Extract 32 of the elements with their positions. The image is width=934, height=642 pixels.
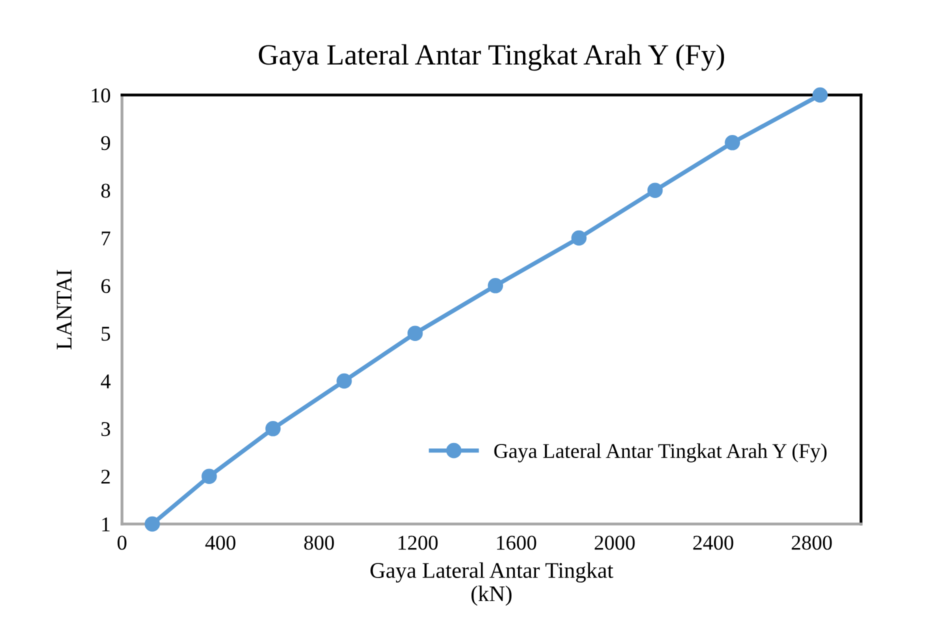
x-tick-label: 2000	[594, 536, 635, 550]
x-tick-label: 1200	[398, 536, 438, 550]
y-tick-label: 7	[102, 232, 110, 246]
y-tick-label: 10	[92, 88, 110, 102]
y-tick-label: 4	[100, 374, 111, 388]
point	[488, 278, 504, 294]
point	[336, 373, 352, 389]
x-tick-label: 2800	[792, 536, 832, 550]
x-tick-label: 400	[205, 536, 236, 550]
point	[144, 516, 160, 532]
y-tick-label: 6	[101, 279, 110, 294]
y-axis-title: LANTAI	[56, 270, 72, 350]
point	[202, 468, 217, 484]
y-tick-label: 9	[101, 136, 110, 150]
point	[812, 87, 828, 103]
x-tick-label: 2400	[693, 536, 734, 550]
y-tick-label: 3	[101, 422, 110, 436]
x-tick-label: 800	[304, 536, 334, 550]
point	[647, 182, 663, 198]
y-tick-label: 5	[102, 326, 110, 341]
x-tick-label: 0	[118, 536, 126, 550]
point	[265, 421, 281, 436]
point	[407, 326, 423, 341]
legend-label: Gaya Lateral Antar Tingkat Arah Y (Fy)	[494, 443, 827, 462]
y-tick-label: 8	[101, 184, 110, 198]
x-tick-label: 1600	[497, 536, 536, 550]
y-tick-label: 1	[102, 517, 110, 532]
chart-title: Gaya Lateral Antar Tingkat Arah Y (Fy)	[258, 44, 724, 71]
point	[571, 230, 587, 246]
x-axis-title: Gaya Lateral Antar Tingkat (kN)	[370, 562, 614, 606]
point	[724, 135, 740, 150]
y-tick-label: 2	[101, 470, 110, 484]
